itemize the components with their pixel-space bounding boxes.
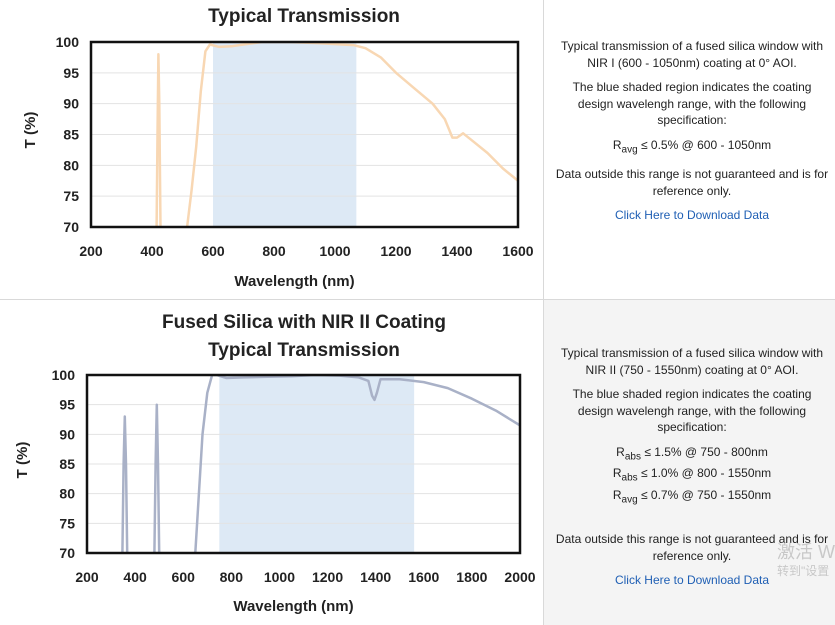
- y-tick-label: 100: [52, 367, 76, 383]
- activation-watermark: 激活 W 转到"设置: [777, 542, 835, 578]
- x-tick-label: 600: [172, 569, 196, 585]
- y-tick-label: 95: [59, 397, 75, 413]
- description-note: Data outside this range is not guarantee…: [555, 167, 829, 198]
- y-tick-label: 80: [63, 157, 79, 173]
- description-text: Typical transmission of a fused silica w…: [554, 345, 830, 597]
- chart-subtitle: Typical Transmission: [208, 6, 400, 27]
- x-tick-label: 1600: [502, 243, 533, 259]
- description-shaded: The blue shaded region indicates the coa…: [572, 80, 812, 127]
- series-line: [194, 375, 520, 553]
- x-tick-label: 1000: [264, 569, 295, 585]
- y-tick-label: 95: [63, 65, 79, 81]
- y-tick-label: 90: [59, 426, 75, 442]
- y-tick-label: 100: [56, 34, 80, 50]
- chart-row-nir1: Typical Transmission 70 75 80 85 90 95 100 200 40…: [0, 0, 835, 299]
- description-intro: Typical transmission of a fused silica w…: [560, 39, 824, 70]
- plot-frame: [89, 40, 520, 229]
- download-data-link[interactable]: Click Here to Download Data: [614, 208, 770, 223]
- y-tick-label: 85: [63, 127, 79, 143]
- x-tick-label: 2000: [504, 569, 535, 585]
- transmission-chart-nir1: Typical Transmission 70 75 80 85 90 95 100 200 40…: [22, 6, 534, 290]
- chart-subtitle: Typical Transmission: [208, 340, 400, 361]
- transmission-chart-nir2: Fused Silica with NIR II Coating Typical …: [14, 312, 536, 615]
- chart-cell: Typical Transmission 70 75 80 85 90 95 100 200 40…: [0, 0, 543, 299]
- spec-line: Rabs ≤ 1.5% @ 750 - 800nm: [616, 444, 768, 462]
- description-shaded: The blue shaded region indicates the coa…: [572, 387, 812, 434]
- x-tick-label: 200: [79, 243, 103, 259]
- x-tick-label: 1000: [319, 243, 350, 259]
- chart-title: Fused Silica with NIR II Coating: [162, 312, 446, 333]
- x-axis-label: Wavelength (nm): [233, 598, 353, 615]
- series-line: [153, 403, 161, 553]
- plot-frame: [85, 373, 522, 555]
- x-tick-label: 800: [262, 243, 286, 259]
- y-tick-label: 90: [63, 96, 79, 112]
- y-axis-label: T (%): [14, 442, 31, 479]
- x-tick-label: 1400: [441, 243, 472, 259]
- series-line: [185, 42, 518, 227]
- x-tick-label: 400: [140, 243, 164, 259]
- download-data-link[interactable]: Click Here to Download Data: [614, 573, 770, 588]
- x-tick-label: 1800: [456, 569, 487, 585]
- y-tick-label: 70: [59, 545, 75, 561]
- series-line: [155, 53, 162, 227]
- spec-list: Ravg ≤ 0.5% @ 600 - 1050nm: [554, 137, 830, 159]
- spec-line: Rabs ≤ 1.0% @ 800 - 1550nm: [612, 466, 772, 484]
- series-line: [121, 415, 129, 553]
- chart-row-nir2: Fused Silica with NIR II Coating Typical …: [0, 299, 835, 625]
- description-note: Data outside this range is not guarantee…: [555, 532, 829, 563]
- description-panel: Typical transmission of a fused silica w…: [543, 0, 835, 299]
- y-tick-label: 85: [59, 456, 75, 472]
- description-panel: Typical transmission of a fused silica w…: [543, 300, 835, 625]
- x-tick-label: 1200: [312, 569, 343, 585]
- x-axis-label: Wavelength (nm): [234, 273, 354, 290]
- y-tick-label: 70: [63, 219, 79, 235]
- x-tick-label: 1600: [408, 569, 439, 585]
- chart-cell: Fused Silica with NIR II Coating Typical …: [0, 300, 543, 625]
- x-tick-label: 400: [123, 569, 147, 585]
- spec-line: Ravg ≤ 0.7% @ 750 - 1550nm: [612, 488, 772, 506]
- description-text: Typical transmission of a fused silica w…: [554, 38, 830, 232]
- y-tick-label: 75: [63, 188, 79, 204]
- y-tick-label: 75: [59, 515, 75, 531]
- description-intro: Typical transmission of a fused silica w…: [560, 346, 824, 377]
- x-tick-label: 1400: [360, 569, 391, 585]
- x-tick-label: 800: [220, 569, 244, 585]
- x-tick-label: 1200: [380, 243, 411, 259]
- x-tick-label: 600: [201, 243, 225, 259]
- y-tick-label: 80: [59, 486, 75, 502]
- spec-list: Rabs ≤ 1.5% @ 750 - 800nm Rabs ≤ 1.0% @ …: [554, 444, 830, 510]
- y-axis-label: T (%): [22, 112, 39, 149]
- x-tick-label: 200: [75, 569, 99, 585]
- spec-line: Ravg ≤ 0.5% @ 600 - 1050nm: [612, 137, 772, 155]
